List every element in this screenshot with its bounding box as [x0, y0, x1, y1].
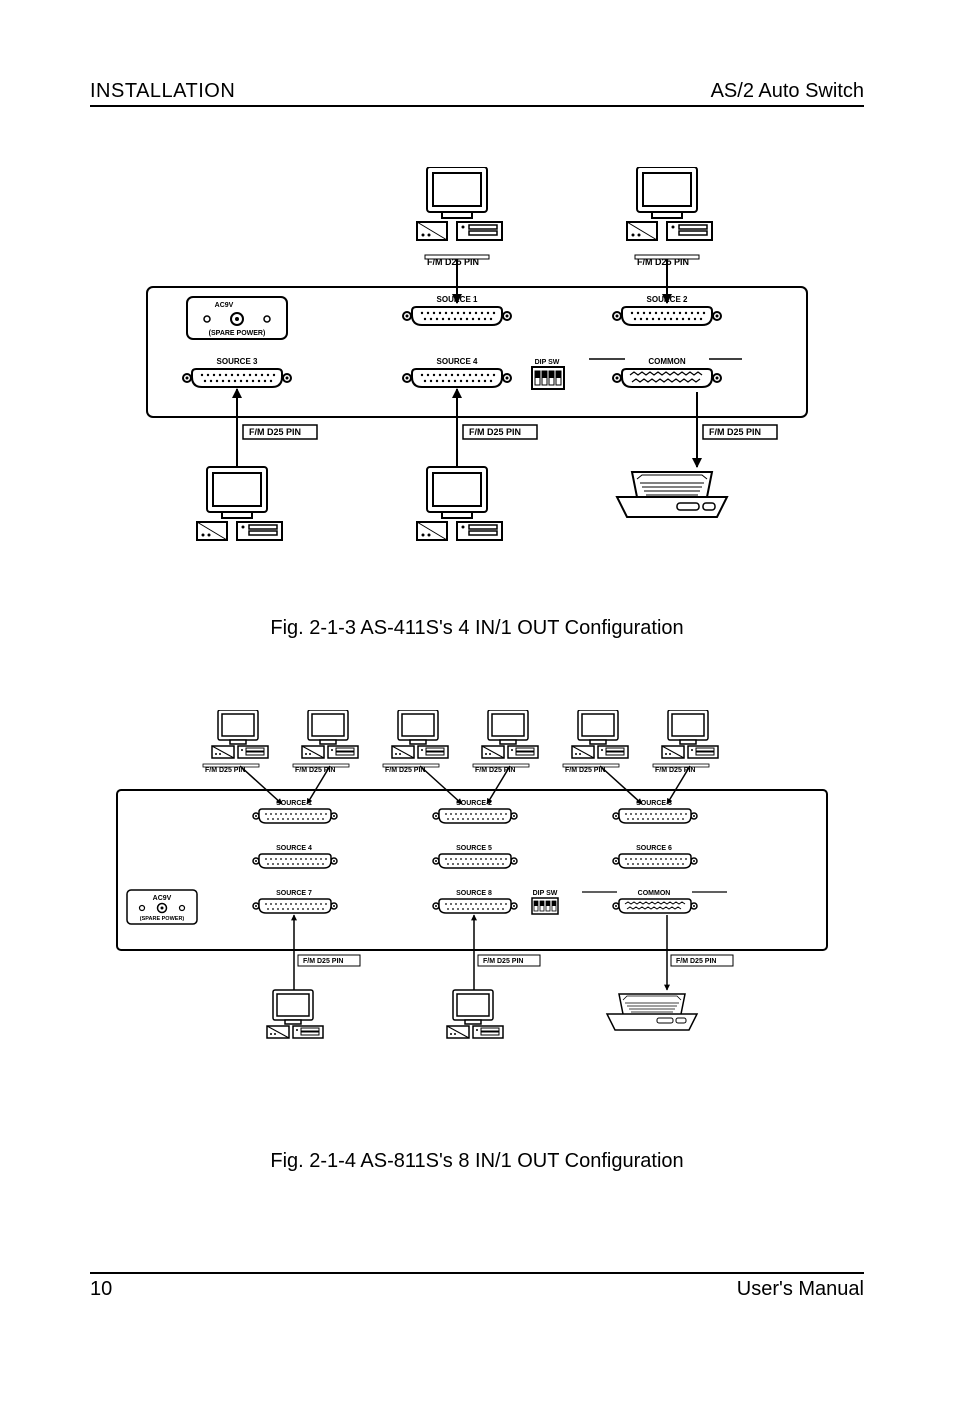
footer-row: 10 User's Manual	[90, 1272, 864, 1301]
fig2-source7-label: SOURCE 7	[276, 890, 312, 897]
figure-2-1-3-caption: Fig. 2-1-3 AS-411S's 4 IN/1 OUT Configur…	[90, 617, 864, 640]
header-section-title: INSTALLATION	[90, 80, 235, 103]
page: INSTALLATION AS/2 Auto Switch	[0, 0, 954, 1401]
header-row: INSTALLATION AS/2 Auto Switch	[90, 80, 864, 107]
fig2-pin-t5-label: F/M D25 PIN	[565, 767, 605, 774]
fig1-pin-common-label: F/M D25 PIN	[709, 427, 761, 437]
header-product-name: AS/2 Auto Switch	[711, 80, 864, 103]
fig2-pin-b1-label: F/M D25 PIN	[303, 958, 343, 965]
fig2-power-bottom-label: (SPARE POWER)	[140, 916, 185, 922]
fig1-pin-src3-label: F/M D25 PIN	[249, 427, 301, 437]
fig1-power-bottom-label: (SPARE POWER)	[209, 330, 266, 337]
fig2-pin-t3-label: F/M D25 PIN	[385, 767, 425, 774]
footer-manual-label: User's Manual	[737, 1278, 864, 1301]
fig2-pin-t1-label: F/M D25 PIN	[205, 767, 245, 774]
page-number: 10	[90, 1278, 112, 1301]
fig1-power-top-label: AC9V	[215, 302, 234, 309]
fig2-source5-label: SOURCE 5	[456, 845, 492, 852]
figure-2-1-3-diagram: F/M D25 PIN F/M D25 PIN AC9V (SPARE POWE…	[127, 167, 827, 577]
fig1-common-label: COMMON	[648, 357, 686, 366]
fig2-dip-label: DIP SW	[533, 890, 558, 897]
fig1-source3-label: SOURCE 3	[217, 357, 258, 366]
fig1-source4-label: SOURCE 4	[437, 357, 478, 366]
fig2-pin-b3-label: F/M D25 PIN	[676, 958, 716, 965]
fig1-dip-label: DIP SW	[535, 359, 560, 366]
fig2-source3-label: SOURCE 3	[636, 800, 672, 807]
fig2-source6-label: SOURCE 6	[636, 845, 672, 852]
fig2-power-top-label: AC9V	[153, 895, 172, 902]
fig2-source4-label: SOURCE 4	[276, 845, 312, 852]
fig2-pin-b2-label: F/M D25 PIN	[483, 958, 523, 965]
fig2-source2-label: SOURCE 2	[456, 800, 492, 807]
figure-2-1-4-caption: Fig. 2-1-4 AS-811S's 8 IN/1 OUT Configur…	[90, 1150, 864, 1173]
fig1-pin-src4-label: F/M D25 PIN	[469, 427, 521, 437]
fig2-common-label: COMMON	[638, 890, 671, 897]
fig2-source8-label: SOURCE 8	[456, 890, 492, 897]
figure-2-1-4-diagram: F/M D25 PIN F/M D25 PIN F/M D25 PIN F/M …	[107, 710, 847, 1110]
fig2-source1-label: SOURCE 1	[276, 800, 312, 807]
